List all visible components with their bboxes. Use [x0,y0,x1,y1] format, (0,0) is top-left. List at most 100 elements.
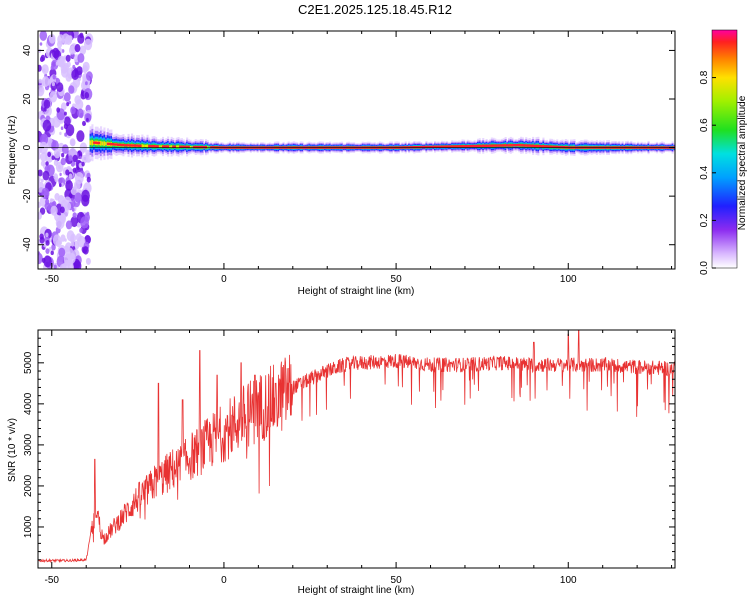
noise-point [45,232,49,238]
noise-point [51,81,56,87]
snr-frame [37,329,676,569]
colorbar-tick-label: 0.0 [699,261,710,275]
spectral-band-cell [158,145,161,148]
noise-point [41,76,50,87]
y-tick-label: 3000 [23,433,34,456]
noise-point [77,33,85,44]
noise-point [80,216,89,229]
noise-point [82,65,88,74]
noise-point [59,131,62,136]
noise-point [84,38,93,51]
x-tick-label: 0 [221,575,227,586]
y-tick-label: 40 [22,44,33,56]
carrier-peak [186,145,190,149]
y-tick-label: 4000 [23,392,34,415]
noise-point [68,85,75,94]
noise-point [81,189,90,202]
noise-point [77,108,84,118]
noise-point [76,222,80,227]
x-tick-label: -50 [45,274,60,285]
spectral-band-cell [170,145,173,148]
x-tick-label: -50 [45,575,60,586]
carrier-peak [461,145,466,148]
noise-point [52,74,56,80]
noise-point [86,211,90,216]
carrier-peak [113,143,118,146]
carrier-peak [478,144,483,148]
noise-point [60,102,67,111]
noise-point [85,81,88,86]
carrier-peak [96,141,101,145]
noise-point [82,246,89,255]
noise-point [86,71,93,81]
snr-ylabel: SNR (10 * v/v) [7,418,18,482]
noise-point [73,260,82,269]
carrier-peak [413,146,417,149]
noise-point [53,148,61,159]
carrier-peak [499,144,504,147]
noise-point [79,155,82,160]
carrier-peak [526,144,531,147]
noise-point [38,212,42,220]
spectrogram-panel: -50 0 50 100 -40 -20 0 20 40 Height of straight … [7,30,676,297]
carrier-peak [523,144,528,147]
noise-point [77,53,85,63]
carrier-peak [492,144,497,147]
noise-point [79,227,83,233]
carrier-peak [520,144,524,147]
noise-point [65,180,73,191]
noise-point [59,183,62,188]
carrier-peak [172,145,176,148]
noise-point [38,252,43,265]
noise-point [60,234,66,242]
noise-point [58,177,63,184]
noise-point [58,165,62,170]
noise-point [67,252,76,264]
colorbar-tick-label: 0.8 [699,70,710,84]
carrier-peak [537,144,541,148]
noise-point [74,185,77,190]
noise-point [68,100,71,105]
x-tick-label: 0 [221,274,227,285]
noise-point [75,99,84,111]
noise-point [74,192,82,203]
noise-point [39,236,45,244]
noise-point [68,173,73,180]
snr-xlabel: Height of straight line (km) [298,585,415,596]
noise-point [86,176,91,183]
noise-point [38,146,43,154]
page-title: C2E1.2025.125.18.45.R12 [298,2,452,17]
carrier-peak [137,144,142,147]
carrier-peak [151,145,156,148]
carrier-peak [557,145,562,149]
spectral-band-cell [189,146,192,148]
noise-point [70,241,75,247]
noise-point [52,234,61,246]
noise-point [38,169,43,177]
carrier-peak [430,145,435,149]
y-tick-label: -40 [22,237,33,252]
noise-point [70,139,76,147]
colorbar-ticks: 0.0 0.2 0.4 0.6 0.8 [699,70,716,275]
noise-point [48,246,52,251]
noise-point [41,187,50,200]
colorbar-tick-label: 0.6 [699,118,710,132]
noise-point [42,170,50,181]
noise-point [82,120,86,127]
carrier-peak [516,143,521,147]
carrier-peak [533,144,538,148]
noise-point [63,123,68,130]
noise-point [56,107,61,113]
carrier-peak [496,144,500,147]
carrier-peak [110,143,114,146]
colorbar-tick-label: 0.4 [699,165,710,179]
noise-point [72,154,78,163]
noise-point [49,198,53,203]
noise-point [66,61,71,68]
noise-point [39,31,48,41]
carrier-peak [427,145,431,149]
spectral-band-cell [91,140,94,146]
noise-point [76,130,85,142]
x-tick-label: 50 [391,575,403,586]
noise-point [45,240,50,246]
